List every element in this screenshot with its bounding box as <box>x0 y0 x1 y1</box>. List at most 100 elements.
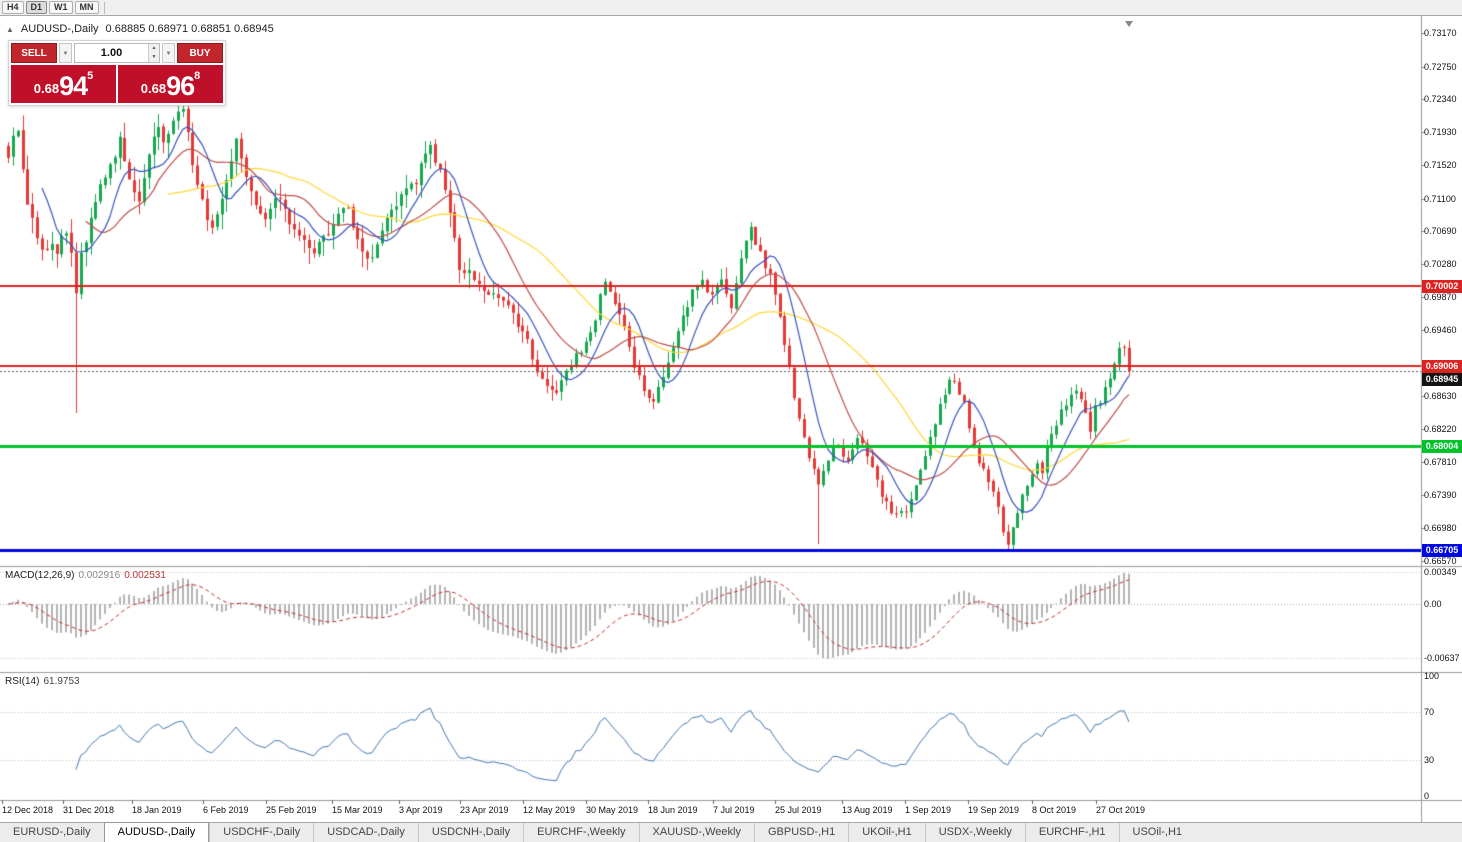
rsi-axis-label: 100 <box>1424 671 1440 681</box>
date-axis-label: 18 Jun 2019 <box>648 805 698 815</box>
timeframe-toolbar: H4 D1 W1 MN <box>0 0 1462 16</box>
price-axis-label: 0.68630 <box>1424 391 1457 402</box>
price-axis-label: 0.67390 <box>1424 490 1457 501</box>
hline-price-badge[interactable]: 0.69006 <box>1422 359 1462 373</box>
date-axis-label: 15 Mar 2019 <box>332 805 383 815</box>
price-axis-label: 0.68220 <box>1424 424 1457 434</box>
sell-dropdown-icon[interactable]: ▼ <box>59 43 72 63</box>
macd-label: MACD(12,26,9) 0.002916 0.002531 <box>5 570 166 581</box>
chart-area: ▲ AUDUSD-,Daily 0.68885 0.68971 0.68851 … <box>0 16 1462 822</box>
chart-shift-marker[interactable] <box>1125 21 1133 27</box>
buy-price-pip: 8 <box>194 70 201 82</box>
price-axis-label: 0.71100 <box>1424 193 1456 204</box>
price-axis-label: 0.66570 <box>1424 556 1457 566</box>
volume-value[interactable]: 1.00 <box>100 47 123 59</box>
macd-name: MACD(12,26,9) <box>5 570 75 581</box>
rsi-name: RSI(14) <box>5 676 40 687</box>
buy-dropdown-icon[interactable]: ▼ <box>162 43 175 63</box>
toolbar-separator <box>103 1 105 14</box>
date-axis-label: 1 Sep 2019 <box>905 805 952 815</box>
date-axis-label: 30 May 2019 <box>586 805 639 815</box>
price-axis-label: 0.69460 <box>1424 324 1457 335</box>
timeframe-button-h4[interactable]: H4 <box>2 1 24 14</box>
volume-spinner[interactable]: ▲ ▼ <box>148 44 159 62</box>
trade-panel-prices: 0.68 94 5 0.68 96 8 <box>11 65 223 103</box>
buy-price-big: 96 <box>166 71 195 101</box>
macd-axis-label: 0.00 <box>1424 599 1442 609</box>
trade-panel-controls: SELL ▼ 1.00 ▲ ▼ ▼ BUY <box>11 43 223 63</box>
chart-tab-usoil-h1[interactable]: USOil-,H1 <box>1118 823 1196 842</box>
chart-tab-bar: EURUSD-,Daily AUDUSD-,Daily USDCHF-,Daily U… <box>0 822 1462 842</box>
date-axis-label: 25 Jul 2019 <box>775 805 822 815</box>
date-axis-label: 27 Oct 2019 <box>1096 805 1146 815</box>
trade-panel-collapse-icon[interactable]: ▲ <box>6 24 14 34</box>
macd-axis-label: 0.00349 <box>1424 567 1457 577</box>
macd-axis-label: -0.00637 <box>1424 653 1460 663</box>
current-price-badge: 0.68945 <box>1422 372 1462 386</box>
buy-price-display[interactable]: 0.68 96 8 <box>118 65 223 103</box>
sell-price-pip: 5 <box>87 70 94 82</box>
date-axis-label: 12 Dec 2018 <box>2 805 54 815</box>
date-axis-label: 23 Apr 2019 <box>460 805 509 815</box>
price-axis-label: 0.70690 <box>1424 226 1457 237</box>
chart-tab-usdcad-daily[interactable]: USDCAD-,Daily <box>313 823 418 842</box>
timeframe-button-w1[interactable]: W1 <box>49 1 73 14</box>
price-axis-label: 0.66980 <box>1424 523 1457 534</box>
one-click-trade-panel: SELL ▼ 1.00 ▲ ▼ ▼ BUY 0.68 94 5 0.68 96 8 <box>8 40 226 106</box>
price-axis-label: 0.71930 <box>1424 127 1457 138</box>
chart-tab-gbpusd-h1[interactable]: GBPUSD-,H1 <box>753 823 848 842</box>
rsi-axis-label: 30 <box>1424 755 1435 765</box>
price-axis-label: 0.71520 <box>1424 160 1457 170</box>
chart-tab-eurchf-weekly[interactable]: EURCHF-,Weekly <box>523 823 638 842</box>
date-axis-label: 12 May 2019 <box>523 805 576 815</box>
rsi-axis-label: 70 <box>1424 707 1435 717</box>
sell-price-prefix: 0.68 <box>33 81 60 96</box>
sell-price-display[interactable]: 0.68 94 5 <box>11 65 116 103</box>
ohlc-label: 0.68885 0.68971 0.68851 0.68945 <box>105 23 274 35</box>
sell-button[interactable]: SELL <box>11 43 57 63</box>
hline-price-badge[interactable]: 0.70002 <box>1422 279 1462 293</box>
price-axis-label: 0.67810 <box>1424 456 1457 467</box>
date-axis-label: 7 Jul 2019 <box>713 805 755 815</box>
rsi-label: RSI(14) 61.9753 <box>5 676 80 687</box>
chart-tab-usdcnh-daily[interactable]: USDCNH-,Daily <box>417 823 523 842</box>
date-axis-label: 13 Aug 2019 <box>842 805 893 815</box>
date-axis-label: 25 Feb 2019 <box>266 805 317 815</box>
price-axis-label: 0.70280 <box>1424 259 1457 270</box>
buy-button[interactable]: BUY <box>177 43 223 63</box>
date-axis-label: 3 Apr 2019 <box>399 805 443 815</box>
buy-price-prefix: 0.68 <box>140 81 167 96</box>
date-axis-label: 19 Sep 2019 <box>968 805 1020 815</box>
chart-tab-usdx-weekly[interactable]: USDX-,Weekly <box>924 823 1025 842</box>
date-axis-label: 18 Jan 2019 <box>132 805 182 815</box>
symbol-label: AUDUSD-,Daily <box>20 23 99 35</box>
price-axis-label: 0.72750 <box>1424 61 1457 72</box>
price-axis-label: 0.73170 <box>1424 28 1457 38</box>
rsi-axis-label: 0 <box>1424 791 1430 801</box>
date-axis-label: 31 Dec 2018 <box>63 805 115 815</box>
timeframe-button-mn[interactable]: MN <box>74 1 99 14</box>
chart-tab-eurchf-h1[interactable]: EURCHF-,H1 <box>1024 823 1119 842</box>
chart-tab-audusd-daily[interactable]: AUDUSD-,Daily <box>103 822 210 842</box>
date-axis-label: 6 Feb 2019 <box>203 805 249 815</box>
date-axis-label: 8 Oct 2019 <box>1032 805 1077 815</box>
hline-price-badge[interactable]: 0.68004 <box>1422 439 1462 453</box>
rsi-value: 61.9753 <box>43 676 80 687</box>
price-axis-label: 0.72340 <box>1424 94 1457 105</box>
timeframe-button-d1[interactable]: D1 <box>25 1 48 14</box>
macd-signal-value: 0.002531 <box>124 570 166 581</box>
chart-tab-eurusd-daily[interactable]: EURUSD-,Daily <box>13 826 91 838</box>
chart-tab-ukoil-h1[interactable]: UKOil-,H1 <box>848 823 925 842</box>
volume-up-icon[interactable]: ▲ <box>149 44 159 53</box>
hline-price-badge[interactable]: 0.66705 <box>1422 543 1462 557</box>
sell-price-big: 94 <box>59 71 88 101</box>
chart-title: ▲ AUDUSD-,Daily 0.68885 0.68971 0.68851 … <box>6 23 274 35</box>
price-axis-label: 0.69870 <box>1424 292 1457 302</box>
chart-tab-usdchf-daily[interactable]: USDCHF-,Daily <box>209 823 313 842</box>
chart-tab-xauusd-weekly[interactable]: XAUUSD-,Weekly <box>638 823 754 842</box>
macd-main-value: 0.002916 <box>78 570 121 581</box>
volume-stepper[interactable]: 1.00 ▲ ▼ <box>74 43 160 63</box>
chart-canvas[interactable] <box>0 16 1462 822</box>
volume-down-icon[interactable]: ▼ <box>149 53 159 62</box>
